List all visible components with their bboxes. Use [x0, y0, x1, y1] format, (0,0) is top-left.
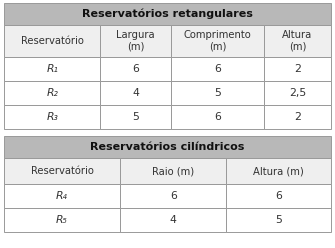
Bar: [4, 184, 120, 208]
Text: 5: 5: [275, 215, 282, 225]
Bar: [264, 57, 331, 81]
Bar: [4, 105, 100, 129]
Bar: [171, 57, 264, 81]
Bar: [4, 25, 100, 57]
Bar: [264, 105, 331, 129]
Text: Altura
(m): Altura (m): [282, 30, 313, 52]
Text: Comprimento
(m): Comprimento (m): [184, 30, 251, 52]
Bar: [4, 81, 100, 105]
Bar: [226, 184, 331, 208]
Text: R₄: R₄: [56, 191, 68, 201]
Bar: [120, 158, 226, 184]
Bar: [171, 105, 264, 129]
Text: R₂: R₂: [46, 88, 58, 98]
Bar: [120, 184, 226, 208]
Text: R₃: R₃: [46, 112, 58, 122]
Text: 6: 6: [170, 191, 177, 201]
Bar: [226, 208, 331, 232]
Text: Altura (m): Altura (m): [253, 166, 304, 176]
Bar: [4, 158, 120, 184]
Text: Largura
(m): Largura (m): [116, 30, 155, 52]
Bar: [4, 136, 331, 158]
Text: 2,5: 2,5: [289, 88, 306, 98]
Text: 6: 6: [214, 112, 221, 122]
Text: Raio (m): Raio (m): [152, 166, 194, 176]
Bar: [100, 81, 171, 105]
Bar: [100, 105, 171, 129]
Bar: [226, 158, 331, 184]
Text: Reservatório: Reservatório: [30, 166, 93, 176]
Text: 2: 2: [294, 112, 301, 122]
Text: 6: 6: [214, 64, 221, 74]
Text: R₅: R₅: [56, 215, 68, 225]
Text: R₁: R₁: [46, 64, 58, 74]
Text: Reservatórios retangulares: Reservatórios retangulares: [82, 9, 253, 19]
Bar: [100, 25, 171, 57]
Text: 4: 4: [170, 215, 177, 225]
Bar: [264, 81, 331, 105]
Text: 5: 5: [132, 112, 139, 122]
Text: Reservatórios cilíndricos: Reservatórios cilíndricos: [90, 142, 245, 152]
Bar: [4, 3, 331, 25]
Text: 4: 4: [132, 88, 139, 98]
Bar: [264, 25, 331, 57]
Bar: [171, 25, 264, 57]
Bar: [4, 57, 100, 81]
Bar: [120, 208, 226, 232]
Text: 5: 5: [214, 88, 221, 98]
Bar: [171, 81, 264, 105]
Bar: [100, 57, 171, 81]
Text: 2: 2: [294, 64, 301, 74]
Text: 6: 6: [132, 64, 139, 74]
Text: 6: 6: [275, 191, 282, 201]
Bar: [4, 208, 120, 232]
Text: Reservatório: Reservatório: [21, 36, 84, 46]
